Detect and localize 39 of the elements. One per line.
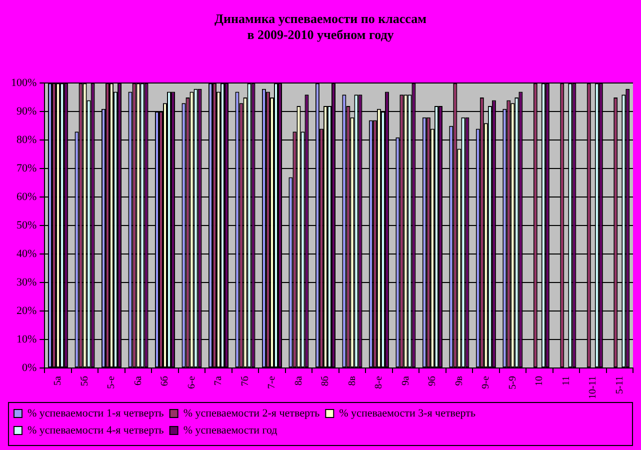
x-tick-label: 9б — [427, 376, 438, 386]
legend-label: % успеваемости 4-я четверть — [28, 424, 164, 436]
y-tick-label: 40% — [16, 248, 37, 260]
y-tick-label: 30% — [16, 276, 37, 288]
x-tick-label: 9в — [454, 376, 465, 386]
legend-label: % успеваемости год — [183, 424, 278, 436]
x-tick-label: 5-11 — [614, 376, 626, 394]
x-tick-label: 11 — [560, 376, 572, 386]
y-tick-label: 100% — [10, 77, 37, 90]
x-tick-label: 5б — [79, 376, 90, 386]
x-tick-label: 5-е — [106, 375, 118, 389]
y-tick-label: 80% — [16, 134, 37, 146]
x-tick-label: 5-9 — [507, 376, 518, 390]
x-tick-label: 8б — [320, 376, 332, 386]
x-tick-label: 8-е — [374, 375, 385, 389]
legend-label: % успеваемости 1-я четверть — [28, 407, 164, 420]
x-tick-label: 6б — [160, 376, 171, 386]
y-tick-label: 0% — [22, 362, 37, 374]
x-tick-label: 8в — [346, 376, 358, 386]
x-tick-label: 10 — [534, 376, 546, 386]
chart-title: Динамика успеваемости по классам в 2009-2010 учебном году — [214, 11, 427, 42]
y-tick-label: 70% — [16, 162, 37, 175]
x-tick-label: 10-11 — [588, 376, 599, 400]
x-tick-label: 8а — [293, 375, 304, 386]
x-tick-label: 7б — [240, 376, 251, 386]
x-tick-label: 5а — [52, 375, 64, 386]
x-tick-label: 6а — [132, 375, 144, 386]
y-tick-label: 60% — [16, 191, 37, 204]
x-tick-label: 7а — [213, 375, 224, 386]
y-tick-label: 10% — [16, 333, 37, 346]
y-tick-label: 20% — [16, 304, 37, 317]
x-tick-label: 9-е — [480, 375, 492, 389]
x-tick-label: 6-е — [186, 375, 198, 389]
legend-label: % успеваемости 2-я четверть — [183, 407, 320, 420]
x-tick-label: 7-е — [266, 375, 278, 389]
legend-label: % успеваемости 3-я четверть — [339, 407, 476, 420]
x-tick-label: 9а — [400, 375, 412, 386]
y-tick-label: 50% — [16, 220, 37, 232]
y-tick-label: 90% — [16, 106, 37, 118]
